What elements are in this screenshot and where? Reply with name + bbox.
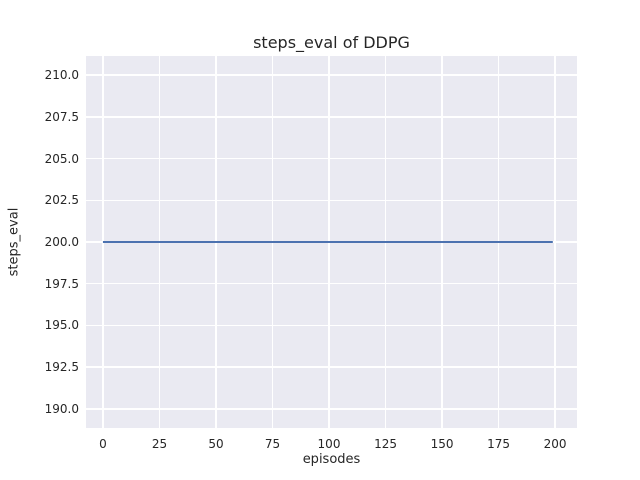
y-tick-label: 210.0 [44, 68, 79, 83]
y-tick-label: 190.0 [44, 401, 79, 416]
chart-title: steps_eval of DDPG [253, 33, 410, 52]
y-gridline [86, 74, 577, 76]
plot-area [86, 56, 577, 428]
x-tick-label: 50 [208, 437, 224, 451]
y-gridline [86, 408, 577, 410]
x-tick-label: 0 [99, 437, 107, 451]
x-tick-label: 75 [264, 437, 281, 451]
x-tick-label: 200 [543, 437, 567, 451]
y-tick-label: 192.5 [44, 360, 79, 375]
x-axis-label: episodes [302, 452, 361, 467]
y-tick-label: 200.0 [44, 235, 79, 249]
y-gridline [86, 199, 577, 202]
series-layer [102, 241, 553, 243]
x-tick-label: 150 [430, 437, 454, 451]
y-tick-label: 197.5 [44, 276, 79, 291]
y-gridline [86, 324, 577, 327]
y-tick-label: 205.0 [44, 151, 79, 166]
y-gridline [86, 282, 577, 285]
y-tick-label: 207.5 [44, 109, 79, 124]
y-gridline [86, 157, 577, 160]
y-gridline [86, 116, 577, 118]
x-tick-label: 175 [487, 437, 510, 451]
x-tick-label: 100 [317, 437, 341, 451]
y-tick-label: 202.5 [44, 193, 79, 208]
y-tick-label: 195.0 [44, 318, 79, 333]
y-gridline [86, 366, 577, 368]
x-tick-label: 25 [151, 437, 168, 451]
x-tick-label: 125 [374, 437, 397, 451]
